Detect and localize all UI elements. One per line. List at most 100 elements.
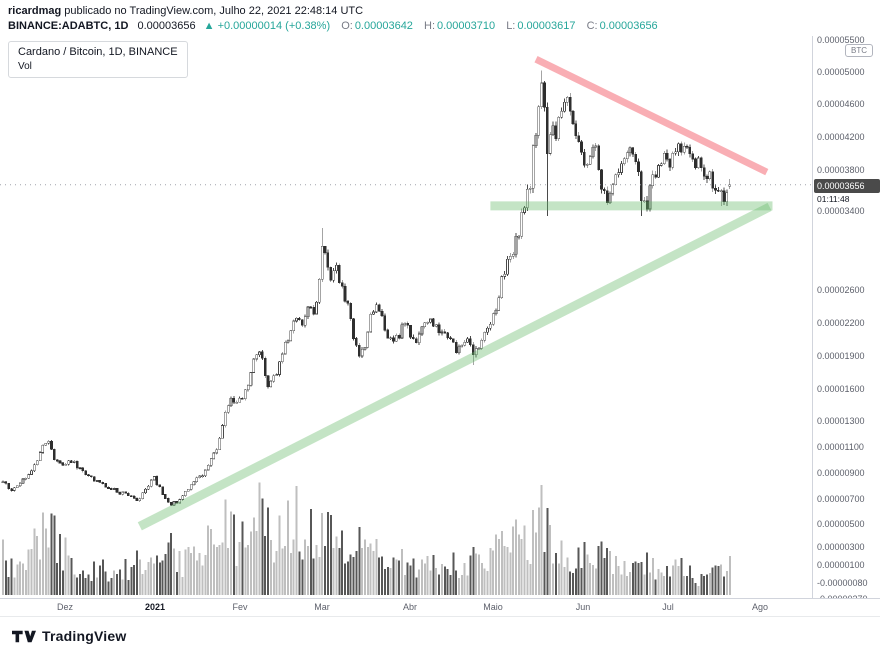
candle-body bbox=[688, 146, 692, 155]
time-axis[interactable]: Dez 2021 Fev Mar Abr Maio Jun Jul Ago bbox=[0, 598, 880, 617]
volume-bar bbox=[554, 553, 557, 595]
price-axis[interactable]: 0.00005500 0.00005000 0.00004600 0.00004200… bbox=[812, 0, 880, 652]
candle-body bbox=[115, 488, 119, 493]
volume-bar bbox=[369, 543, 372, 595]
candlestick-chart[interactable] bbox=[0, 36, 812, 598]
volume-bar bbox=[557, 563, 560, 595]
volume-bar bbox=[600, 541, 603, 595]
candle-body bbox=[320, 246, 324, 280]
volume-bar bbox=[275, 550, 278, 595]
btc-unit-button[interactable]: BTC bbox=[845, 44, 873, 57]
volume-bar bbox=[96, 577, 99, 595]
candle-body bbox=[392, 337, 395, 342]
candle-body bbox=[164, 494, 167, 499]
candle-body bbox=[147, 485, 150, 490]
ascending-support-band[interactable] bbox=[137, 202, 772, 531]
volume-bar bbox=[61, 570, 64, 595]
volume-bar bbox=[409, 565, 412, 595]
candle-body bbox=[104, 483, 107, 488]
candle-body bbox=[454, 342, 458, 353]
candle-body bbox=[400, 324, 404, 339]
volume-bar bbox=[230, 511, 232, 595]
candle-body bbox=[283, 341, 287, 355]
candle-body bbox=[323, 246, 327, 253]
candle-body bbox=[406, 323, 410, 326]
candle-body bbox=[660, 163, 663, 166]
candle-body bbox=[483, 331, 486, 341]
chart-pane[interactable]: Cardano / Bitcoin, 1D, BINANCE Vol bbox=[0, 36, 812, 598]
volume-bar bbox=[537, 507, 540, 595]
candle-body bbox=[269, 380, 273, 388]
candle-body bbox=[642, 200, 646, 202]
candle-body bbox=[563, 101, 566, 112]
chart-legend[interactable]: Cardano / Bitcoin, 1D, BINANCE Vol bbox=[8, 41, 188, 78]
candle-body bbox=[129, 495, 133, 498]
candle-body bbox=[437, 324, 441, 334]
volume-bar bbox=[7, 577, 10, 595]
volume-bar bbox=[711, 567, 714, 595]
candle-body bbox=[386, 329, 390, 339]
legend-symbol-title: Cardano / Bitcoin, 1D, BINANCE bbox=[18, 46, 178, 58]
candle-body bbox=[554, 125, 558, 140]
candle-body bbox=[714, 187, 717, 191]
candle-body bbox=[355, 338, 358, 346]
candle-body bbox=[685, 146, 689, 148]
volume-bar bbox=[386, 566, 389, 595]
candle-body bbox=[215, 449, 219, 454]
candle-body bbox=[326, 252, 330, 268]
candle-body bbox=[221, 425, 224, 439]
volume-bar bbox=[178, 550, 181, 595]
candle-body bbox=[72, 460, 76, 463]
tradingview-footer[interactable]: TradingView bbox=[12, 625, 126, 647]
volume-bar bbox=[210, 528, 213, 595]
high-label: H: bbox=[424, 20, 435, 32]
volume-bar bbox=[232, 514, 235, 595]
candle-body bbox=[651, 174, 655, 186]
volume-bar bbox=[418, 569, 421, 595]
volume-bar bbox=[540, 485, 543, 595]
volume-bar bbox=[101, 559, 104, 595]
candle-body bbox=[38, 452, 42, 462]
volume-bar bbox=[611, 574, 614, 595]
candle-body bbox=[620, 163, 623, 173]
candle-body bbox=[178, 499, 181, 504]
candle-body bbox=[206, 465, 210, 471]
volume-bar bbox=[269, 540, 272, 595]
volume-bar bbox=[338, 548, 341, 595]
volume-bar bbox=[700, 573, 703, 595]
candle-body bbox=[363, 347, 367, 350]
volume-bar bbox=[398, 560, 401, 595]
candle-body bbox=[78, 467, 82, 469]
candle-body bbox=[352, 318, 355, 339]
volume-bar bbox=[609, 550, 612, 595]
candle-body bbox=[132, 495, 136, 499]
volume-bar bbox=[523, 525, 526, 595]
candle-body bbox=[329, 267, 333, 281]
candle-body bbox=[7, 483, 10, 490]
volume-bar bbox=[324, 546, 327, 595]
price-tick-label: 0.00003400 bbox=[817, 206, 865, 216]
candle-body bbox=[471, 344, 475, 356]
candle-body bbox=[249, 372, 253, 386]
volume-bar bbox=[50, 513, 53, 595]
candle-body bbox=[528, 188, 532, 190]
volume-bar bbox=[113, 570, 116, 595]
drawing-annotations-layer[interactable] bbox=[137, 56, 773, 531]
volume-bar bbox=[552, 563, 555, 595]
volume-bar bbox=[591, 565, 594, 595]
candle-body bbox=[4, 481, 8, 484]
candle-body bbox=[315, 301, 318, 315]
close-value: 0.00003656 bbox=[599, 20, 658, 32]
volume-bar bbox=[469, 555, 472, 595]
candle-body bbox=[449, 337, 452, 340]
volume-bar bbox=[546, 508, 549, 595]
candle-body bbox=[608, 192, 612, 203]
volume-bar bbox=[238, 542, 241, 595]
candle-body bbox=[557, 116, 561, 140]
candle-body bbox=[486, 327, 489, 333]
candle-body bbox=[189, 484, 193, 490]
descending-resistance-band[interactable] bbox=[534, 56, 769, 176]
candle-body bbox=[662, 152, 666, 165]
volume-bar bbox=[717, 565, 720, 595]
volume-bar bbox=[19, 561, 22, 595]
